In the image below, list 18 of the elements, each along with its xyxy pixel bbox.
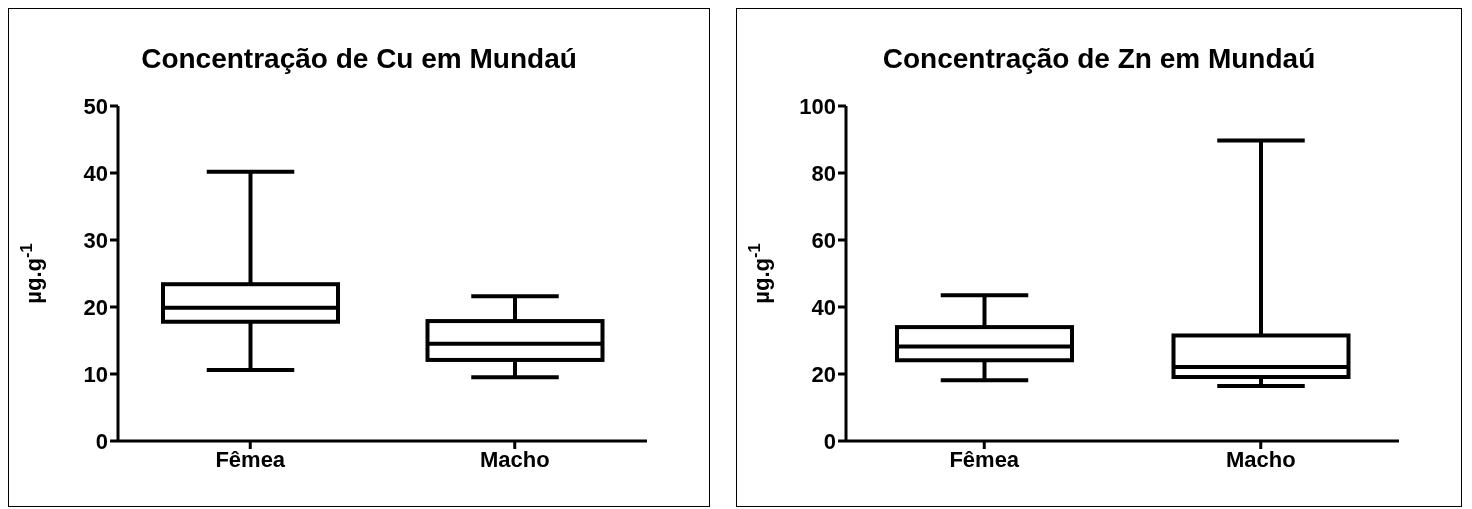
y-tick-label: 40 [83,160,108,186]
y-tick-label: 30 [83,227,108,253]
y-tick-label: 0 [823,428,836,454]
y-tick-label: 10 [83,361,108,387]
y-tick-label: 80 [811,160,836,186]
y-tick-label: 60 [811,227,836,253]
chart-title: Concentração de Zn em Mundaú [881,42,1317,76]
y-tick-label: 40 [811,294,836,320]
y-tick-label: 100 [799,93,836,119]
y-tick-label: 50 [83,93,108,119]
y-tick-label: 20 [83,294,108,320]
x-tick-label: Fêmea [215,446,286,472]
y-tick-label: 20 [811,361,836,387]
y-tick-label: 0 [95,428,108,454]
x-tick-label: Fêmea [949,446,1020,472]
x-tick-label: Macho [479,446,550,472]
x-tick-label: Macho [1225,446,1296,472]
chart-title: Concentração de Cu em Mundaú [140,42,578,76]
